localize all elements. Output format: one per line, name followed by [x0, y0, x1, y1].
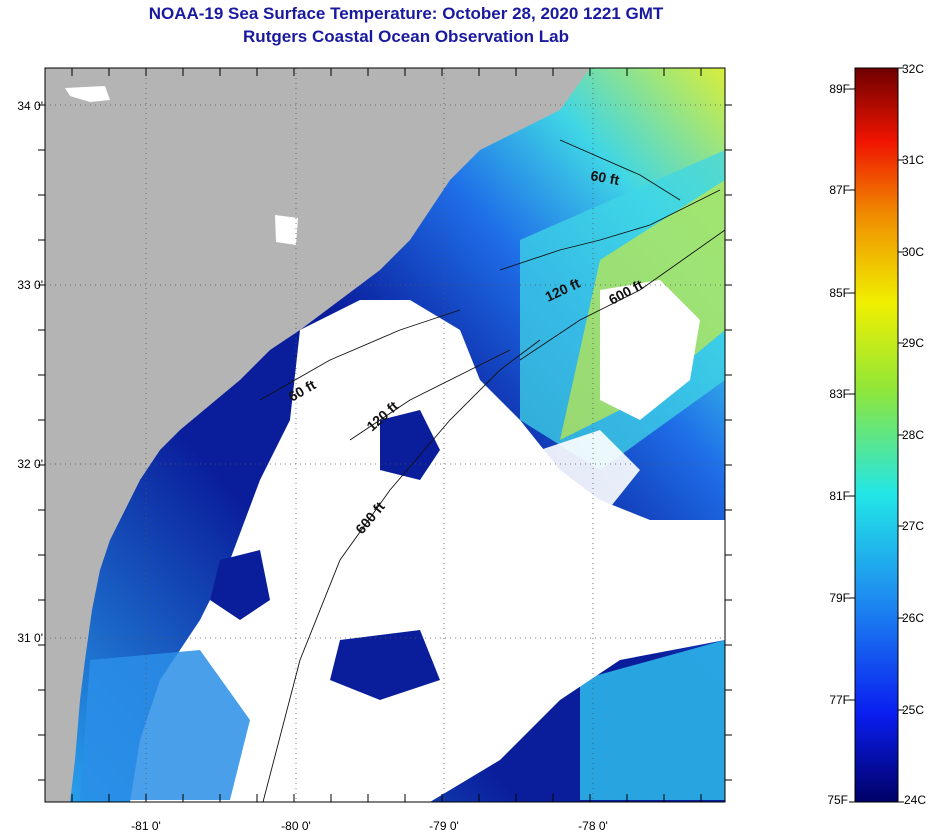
lat-label: 31 0' — [17, 631, 43, 645]
colorbar-f-labels: 89F 87F 85F 83F 81F 79F 77F 75F — [827, 82, 850, 807]
colorbar-c-labels: 32C 31C 30C 29C 28C 27C 26C 25C 24C — [902, 62, 926, 807]
cloud-patch-offshore — [600, 280, 700, 420]
inland-lake — [65, 86, 110, 102]
map-title: NOAA-19 Sea Surface Temperature: October… — [148, 4, 664, 23]
cloud-islet — [275, 215, 298, 245]
fahrenheit-label: 83F — [829, 387, 850, 401]
fahrenheit-label: 89F — [829, 82, 850, 96]
contour-60-south — [259, 309, 461, 401]
graticule — [45, 68, 725, 802]
celsius-label: 26C — [902, 611, 924, 625]
colorbar — [854, 67, 899, 803]
fahrenheit-label: 75F — [827, 793, 848, 807]
celsius-label: 25C — [902, 703, 924, 717]
fahrenheit-label: 87F — [829, 183, 850, 197]
fahrenheit-label: 79F — [829, 591, 850, 605]
southeast-water — [580, 640, 725, 800]
land-mass — [45, 68, 590, 802]
celsius-label: 27C — [902, 519, 924, 533]
contour-60-120-north — [499, 139, 721, 271]
map-ticks — [38, 68, 732, 802]
fahrenheit-label: 85F — [829, 286, 850, 300]
celsius-label: 31C — [902, 153, 924, 167]
lon-label: -80 0' — [281, 819, 311, 832]
clear-patch-2 — [210, 550, 270, 620]
celsius-label: 32C — [902, 62, 924, 76]
fahrenheit-label: 77F — [829, 693, 850, 707]
contour-600-north — [519, 229, 725, 361]
lat-label: 33 0' — [17, 278, 43, 292]
celsius-label: 30C — [902, 245, 924, 259]
map-subtitle: Rutgers Coastal Ocean Observation Lab — [243, 27, 569, 46]
celsius-label: 29C — [902, 336, 924, 350]
clear-patch-3 — [330, 630, 440, 700]
cloud-cover — [130, 300, 725, 802]
contour-600-south — [262, 339, 541, 802]
cloud-patch-mid — [540, 430, 640, 520]
lat-label: 34 0' — [17, 99, 43, 113]
lon-label: -79 0' — [429, 819, 459, 832]
southwest-water — [80, 650, 250, 800]
lat-label: 32 0' — [17, 457, 43, 471]
clear-patch-1 — [380, 410, 440, 480]
lon-label: -81 0' — [131, 819, 161, 832]
celsius-label: 28C — [902, 428, 924, 442]
colorbar-ticks — [849, 67, 904, 803]
contour-120-south — [349, 349, 511, 441]
fahrenheit-label: 81F — [829, 489, 850, 503]
celsius-label: 24C — [904, 793, 926, 807]
lon-label: -78 0' — [578, 819, 608, 832]
map-area: 60 ft 120 ft 600 ft 60 ft 120 ft 600 ft — [45, 68, 725, 802]
contour-label: 60 ft — [589, 167, 620, 188]
map-frame — [44, 67, 726, 803]
